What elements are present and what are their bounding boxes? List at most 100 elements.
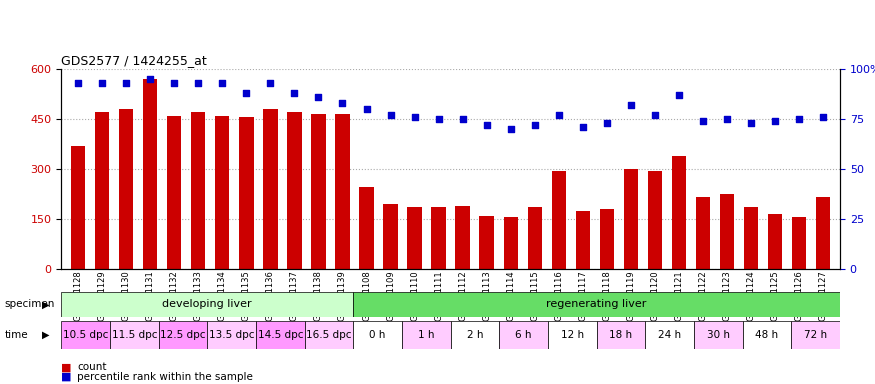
Point (456, 116, 470, 122)
Point (696, 118, 710, 124)
FancyBboxPatch shape (500, 321, 548, 349)
FancyBboxPatch shape (791, 321, 840, 349)
Point (335, 100, 349, 106)
Bar (215, 116, 229, 269)
Text: 1 h: 1 h (418, 330, 435, 340)
FancyBboxPatch shape (354, 292, 840, 317)
Bar (648, 170, 662, 269)
FancyBboxPatch shape (304, 321, 354, 349)
Point (263, 80, 277, 86)
Text: 11.5 dpc: 11.5 dpc (111, 330, 157, 340)
Bar (528, 207, 542, 269)
Text: specimen: specimen (4, 299, 55, 310)
Point (408, 114, 422, 120)
Bar (191, 113, 206, 269)
FancyBboxPatch shape (110, 321, 158, 349)
Point (672, 92, 686, 98)
Text: 12 h: 12 h (561, 330, 584, 340)
Point (144, 76, 158, 82)
Bar (167, 116, 181, 269)
Text: ▶: ▶ (42, 299, 50, 310)
Bar (744, 207, 759, 269)
Bar (599, 209, 614, 269)
Point (504, 126, 518, 132)
Point (480, 122, 494, 128)
Bar (71, 146, 85, 269)
Bar (335, 114, 350, 269)
Point (383, 112, 397, 118)
FancyBboxPatch shape (597, 321, 646, 349)
Point (287, 90, 301, 96)
Text: 18 h: 18 h (609, 330, 633, 340)
Point (648, 112, 662, 118)
Text: count: count (77, 362, 107, 372)
Bar (624, 169, 638, 269)
Bar (672, 156, 686, 269)
FancyBboxPatch shape (451, 321, 500, 349)
Text: 48 h: 48 h (755, 330, 779, 340)
Bar (816, 197, 830, 269)
FancyBboxPatch shape (402, 321, 451, 349)
FancyBboxPatch shape (548, 321, 597, 349)
Text: 72 h: 72 h (804, 330, 827, 340)
Text: 14.5 dpc: 14.5 dpc (257, 330, 303, 340)
Point (792, 116, 806, 122)
FancyBboxPatch shape (256, 321, 304, 349)
FancyBboxPatch shape (743, 321, 791, 349)
Point (360, 106, 374, 112)
Bar (720, 194, 734, 269)
FancyBboxPatch shape (61, 292, 354, 317)
Point (71, 80, 85, 86)
Text: percentile rank within the sample: percentile rank within the sample (77, 372, 253, 382)
Point (528, 122, 542, 128)
Text: 30 h: 30 h (707, 330, 730, 340)
Text: developing liver: developing liver (163, 299, 252, 310)
Point (576, 124, 590, 130)
Bar (383, 204, 398, 269)
Bar (503, 217, 518, 269)
Point (95, 80, 109, 86)
Point (167, 80, 181, 86)
Bar (94, 113, 109, 269)
Point (192, 80, 206, 86)
Bar (408, 207, 422, 269)
Text: 2 h: 2 h (466, 330, 483, 340)
Text: ▶: ▶ (42, 330, 50, 340)
Bar (287, 113, 302, 269)
Bar (312, 114, 326, 269)
Point (240, 90, 254, 96)
Text: GDS2577 / 1424255_at: GDS2577 / 1424255_at (61, 53, 207, 66)
Bar (576, 210, 590, 269)
Point (768, 118, 782, 124)
Point (312, 94, 326, 100)
Bar (480, 215, 494, 269)
Point (215, 80, 229, 86)
Point (600, 120, 614, 126)
FancyBboxPatch shape (694, 321, 743, 349)
Point (624, 102, 638, 108)
Point (720, 116, 734, 122)
Text: ■: ■ (61, 362, 72, 372)
Text: time: time (4, 330, 28, 340)
Point (552, 112, 566, 118)
Text: 6 h: 6 h (515, 330, 532, 340)
Bar (551, 170, 566, 269)
Bar (431, 207, 446, 269)
Text: 12.5 dpc: 12.5 dpc (160, 330, 206, 340)
Bar (239, 118, 254, 269)
FancyBboxPatch shape (158, 321, 207, 349)
Text: regenerating liver: regenerating liver (547, 299, 647, 310)
Bar (263, 109, 277, 269)
Point (816, 114, 830, 120)
Point (744, 120, 758, 126)
Point (431, 116, 445, 122)
FancyBboxPatch shape (207, 321, 256, 349)
Bar (696, 197, 710, 269)
Text: ■: ■ (61, 372, 72, 382)
Text: 13.5 dpc: 13.5 dpc (209, 330, 255, 340)
Text: 10.5 dpc: 10.5 dpc (63, 330, 108, 340)
FancyBboxPatch shape (646, 321, 694, 349)
Bar (360, 187, 374, 269)
Text: 24 h: 24 h (658, 330, 682, 340)
Bar (792, 217, 807, 269)
